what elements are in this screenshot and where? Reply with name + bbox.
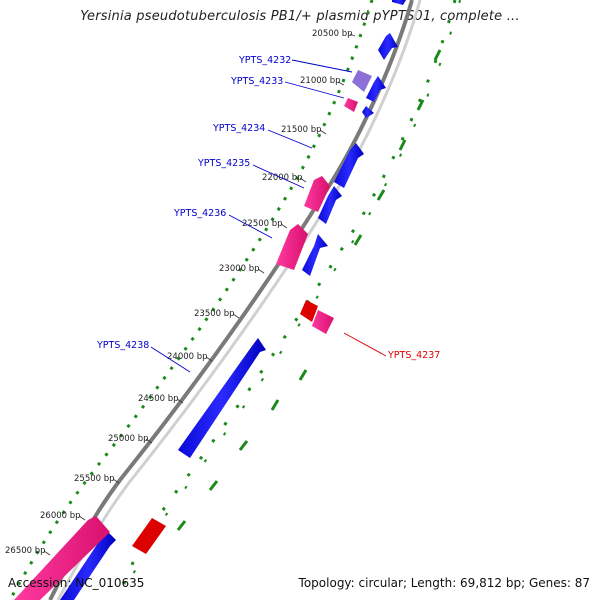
tick-label: 26000 bp bbox=[40, 511, 81, 521]
gene-arrow bbox=[178, 338, 266, 458]
gene-arrow bbox=[344, 98, 358, 112]
tick-label: 22500 bp bbox=[242, 219, 283, 229]
gene-arrow bbox=[300, 300, 318, 322]
gene-arrow bbox=[334, 143, 364, 188]
gene-arrow bbox=[362, 106, 374, 118]
tick-label: 21000 bp bbox=[300, 76, 341, 86]
tick-label: 20500 bp bbox=[312, 29, 353, 39]
red-genes bbox=[132, 300, 318, 554]
gene-arrow bbox=[14, 516, 110, 600]
gene-arrow bbox=[352, 70, 372, 92]
outer-gc-marks bbox=[176, 49, 442, 531]
gene-label: YPTS_4233 bbox=[230, 76, 283, 87]
reverse-genes bbox=[14, 70, 372, 600]
gene-label: YPTS_4238 bbox=[96, 340, 149, 351]
gene-label: YPTS_4232 bbox=[238, 55, 291, 66]
gene-arrow bbox=[378, 33, 398, 60]
tick-labels: 20500 bp 21000 bp 21500 bp 22000 bp 2250… bbox=[5, 29, 353, 556]
accession-label: Accession: NC_010635 bbox=[8, 576, 145, 590]
gene-arrow bbox=[302, 234, 328, 276]
tick-label: 23500 bp bbox=[194, 309, 235, 319]
tick-connectors bbox=[43, 33, 356, 556]
tick-label: 26500 bp bbox=[5, 546, 46, 556]
gene-arrow bbox=[318, 186, 342, 224]
tick-label: 25000 bp bbox=[108, 434, 149, 444]
gene-arrow bbox=[60, 530, 116, 600]
tick-label: 24000 bp bbox=[167, 352, 208, 362]
backbone-shadow bbox=[56, 0, 422, 600]
gene-label: YPTS_4237 bbox=[387, 350, 440, 361]
gene-label: YPTS_4236 bbox=[173, 208, 226, 219]
gene-arrow bbox=[392, 0, 406, 5]
gene-arrow bbox=[276, 224, 308, 270]
gene-arrow bbox=[132, 518, 166, 554]
gene-arrow bbox=[366, 76, 386, 102]
tick-label: 25500 bp bbox=[74, 474, 115, 484]
outer-tick-track-1 bbox=[116, 0, 457, 600]
summary-label: Topology: circular; Length: 69,812 bp; G… bbox=[298, 576, 590, 590]
tick-label: 21500 bp bbox=[281, 125, 322, 135]
gene-labels: YPTS_4232 YPTS_4233 YPTS_4234 YPTS_4235 … bbox=[96, 55, 440, 373]
gene-label: YPTS_4235 bbox=[197, 158, 250, 169]
tick-label: 24500 bp bbox=[138, 394, 179, 404]
gene-label: YPTS_4234 bbox=[212, 123, 265, 134]
forward-genes bbox=[60, 0, 406, 600]
outer-tick-track-2 bbox=[122, 0, 461, 600]
backbone-arc bbox=[48, 0, 414, 600]
gene-arrow bbox=[312, 310, 334, 334]
tick-label: 23000 bp bbox=[219, 264, 260, 274]
gene-arrow bbox=[304, 176, 330, 212]
inner-tick-track bbox=[8, 0, 374, 600]
